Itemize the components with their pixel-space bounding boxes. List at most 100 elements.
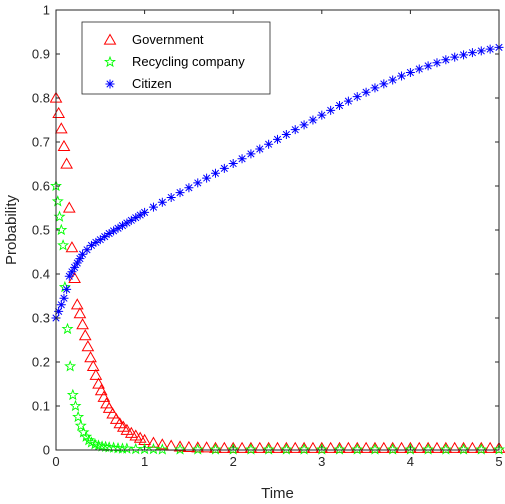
data-point-citizen [117,221,127,231]
data-point-government [94,384,108,396]
x-axis-label: Time [261,485,294,502]
data-point-citizen [86,240,96,250]
data-point-government [342,441,355,453]
x-tick-label: 0 [52,454,59,469]
data-point-citizen [184,183,194,193]
data-point-citizen [126,215,136,225]
data-point-recycling-company [55,223,68,236]
data-point-recycling-company [74,419,87,431]
data-point-citizen [459,50,469,60]
data-point-citizen [140,207,150,217]
data-point-government [395,441,408,453]
data-point-government [359,441,373,453]
data-point-citizen [113,223,123,233]
data-point-recycling-company [457,443,470,455]
data-point-citizen [441,55,451,65]
data-point-recycling-company [85,436,98,448]
y-tick-label: 0.3 [32,311,50,326]
data-point-government [76,318,89,330]
data-point-citizen [273,134,282,144]
data-point-citizen [335,100,345,110]
data-point-citizen [202,173,212,183]
data-point-government [106,407,120,419]
data-point-recycling-company [191,443,204,455]
data-point-recycling-company [69,399,82,412]
data-point-government [92,377,105,389]
legend-label-citizen: Citizen [132,76,172,91]
data-point-citizen [281,130,291,140]
data-point-recycling-company [404,443,417,455]
data-point-government [306,441,320,453]
y-tick-label: 0.2 [32,355,50,370]
y-tick-label: 0.8 [32,91,50,106]
data-point-recycling-company [386,443,399,455]
x-tick-label: 3 [318,454,325,469]
data-point-government [54,122,68,134]
x-tick-label: 4 [407,454,414,469]
data-point-government [70,298,84,310]
data-point-citizen [485,44,495,54]
data-point-citizen [82,245,92,255]
data-markers [50,42,505,455]
data-point-citizen [388,75,398,85]
data-point-citizen [122,218,132,228]
y-tick-label: 0.4 [32,267,50,282]
data-point-government [147,436,160,448]
data-point-recycling-company [147,442,160,455]
data-point-government [200,441,213,453]
y-tick-label: 0 [43,443,50,458]
data-point-citizen [361,87,371,97]
x-tick-label: 2 [230,454,237,469]
data-point-recycling-company [422,443,435,455]
data-point-citizen [405,67,415,77]
data-point-citizen [72,258,82,268]
data-point-citizen [104,229,114,239]
data-point-government [81,340,95,352]
data-point-citizen [264,139,274,149]
data-point-recycling-company [51,195,64,207]
y-tick-label: 0.9 [32,47,50,62]
data-point-government [173,440,187,452]
data-point-recycling-company [174,443,187,455]
series-citizen [51,42,504,323]
data-point-government [78,329,92,341]
legend-marker-recycling-company [104,55,116,68]
data-point-citizen [299,120,309,130]
data-point-citizen [54,306,64,316]
data-point-government [60,157,73,169]
data-point-citizen [166,192,176,202]
data-point-government [253,441,267,453]
data-point-citizen [148,202,158,212]
data-point-recycling-company [156,443,169,455]
data-point-recycling-company [209,443,222,455]
data-point-recycling-company [493,443,505,455]
data-point-recycling-company [262,443,275,455]
data-point-government [377,441,391,453]
data-point-recycling-company [89,437,101,450]
data-point-citizen [290,125,300,135]
data-point-recycling-company [72,410,85,423]
y-tick-label: 0.1 [32,399,50,414]
y-axis-label: Probability [3,194,20,265]
data-point-citizen [157,197,167,207]
data-point-government [412,441,426,453]
data-point-recycling-company [298,443,311,455]
x-tick-label: 5 [495,454,502,469]
legend-box [81,21,271,95]
data-point-citizen [109,226,119,236]
data-point-citizen [175,188,185,198]
data-point-citizen [64,271,74,281]
legend: Government Recycling company Citizen [81,21,271,95]
data-point-government [86,359,100,372]
data-point-citizen [131,213,141,223]
data-point-government [466,441,479,453]
data-point-citizen [423,61,433,71]
legend-markers [103,33,117,89]
data-point-citizen [67,267,77,277]
data-point-government [120,423,134,435]
data-point-recycling-company [475,443,488,455]
data-point-recycling-company [227,443,240,455]
legend-marker-citizen [105,79,115,89]
data-point-citizen [379,79,389,89]
